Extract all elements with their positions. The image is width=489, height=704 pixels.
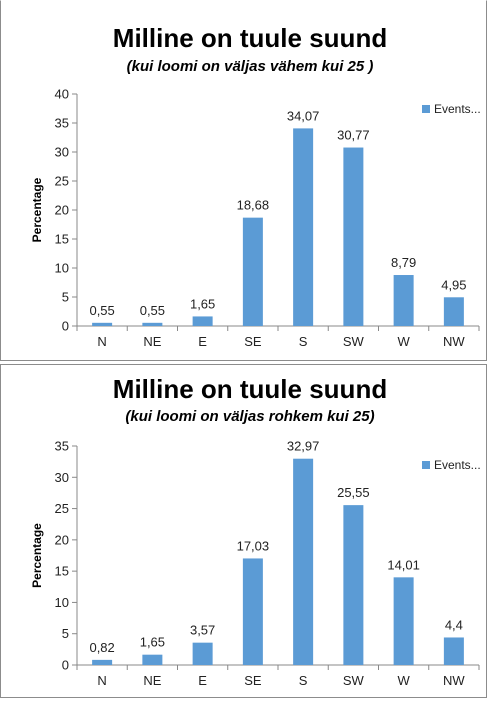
data-label: 8,79 <box>391 255 416 270</box>
y-tick-label: 15 <box>55 564 69 579</box>
x-tick-label: SE <box>244 334 262 349</box>
chart-panel-bottom: Milline on tuule suund (kui loomi on välj… <box>0 364 487 698</box>
y-tick-label: 5 <box>62 626 69 641</box>
data-label: 0,55 <box>140 303 165 318</box>
y-tick-label: 35 <box>55 116 69 131</box>
legend-label: Events... <box>434 458 481 472</box>
x-tick-label: S <box>299 673 308 688</box>
chart-subtitle: (kui loomi on väljas rohkem kui 25) <box>125 408 374 425</box>
y-tick-label: 30 <box>55 145 69 160</box>
chart-title: Milline on tuule suund <box>113 23 387 53</box>
y-tick-label: 25 <box>55 174 69 189</box>
bar-s <box>293 128 314 326</box>
y-tick-label: 20 <box>55 203 69 218</box>
wind-direction-chart-less-than-25: Milline on tuule suund (kui loomi on välj… <box>30 23 481 349</box>
x-tick-label: N <box>97 334 106 349</box>
x-tick-label: NE <box>143 673 161 688</box>
x-tick-label: SW <box>343 334 365 349</box>
data-label: 18,68 <box>237 198 270 213</box>
bar-nw <box>443 297 464 326</box>
data-label: 25,55 <box>337 485 370 500</box>
bar-sw <box>343 147 364 326</box>
x-tick-label: NE <box>143 334 161 349</box>
legend-swatch <box>422 105 430 113</box>
y-tick-label: 0 <box>62 658 69 673</box>
legend-swatch <box>422 461 430 469</box>
y-axis-title: Percentage <box>30 523 44 588</box>
data-label: 4,4 <box>445 617 463 632</box>
x-tick-label: NW <box>443 334 465 349</box>
y-tick-label: 35 <box>55 439 69 454</box>
y-tick-label: 30 <box>55 470 69 485</box>
bar-ne <box>142 322 163 326</box>
x-tick-label: SW <box>343 673 365 688</box>
y-tick-label: 40 <box>55 87 69 102</box>
x-tick-label: S <box>299 334 308 349</box>
data-label: 3,57 <box>190 623 215 638</box>
x-tick-label: W <box>397 334 410 349</box>
data-label: 34,07 <box>287 108 320 123</box>
data-label: 1,65 <box>190 296 215 311</box>
y-axis-title: Percentage <box>30 177 44 242</box>
data-label: 30,77 <box>337 128 370 143</box>
bar-w <box>393 577 414 665</box>
bar-sw <box>343 505 364 665</box>
data-label: 17,03 <box>237 538 270 553</box>
data-label: 0,55 <box>89 303 114 318</box>
x-tick-label: N <box>97 673 106 688</box>
x-tick-label: SE <box>244 673 262 688</box>
y-tick-label: 25 <box>55 501 69 516</box>
bar-s <box>293 458 314 665</box>
y-tick-label: 5 <box>62 290 69 305</box>
bar-n <box>92 659 113 665</box>
data-label: 1,65 <box>140 635 165 650</box>
chart-panel-top: Milline on tuule suund (kui loomi on välj… <box>0 0 487 361</box>
bar-se <box>242 558 263 665</box>
x-tick-label: W <box>397 673 410 688</box>
bar-ne <box>142 654 163 665</box>
data-label: 14,01 <box>387 557 420 572</box>
x-tick-label: E <box>198 673 207 688</box>
x-tick-label: NW <box>443 673 465 688</box>
legend-label: Events... <box>434 102 481 116</box>
chart-subtitle: (kui loomi on väljas vähem kui 25 ) <box>127 58 374 75</box>
chart-title: Milline on tuule suund <box>113 374 387 404</box>
data-label: 4,95 <box>441 277 466 292</box>
x-tick-label: E <box>198 334 207 349</box>
y-tick-label: 10 <box>55 261 69 276</box>
bar-se <box>242 217 263 326</box>
bar-e <box>192 642 213 665</box>
bar-w <box>393 275 414 326</box>
data-label: 32,97 <box>287 439 320 454</box>
bar-nw <box>443 637 464 665</box>
bar-e <box>192 316 213 326</box>
wind-direction-chart-more-than-25: Milline on tuule suund (kui loomi on välj… <box>30 374 481 688</box>
y-tick-label: 20 <box>55 532 69 547</box>
y-tick-label: 15 <box>55 232 69 247</box>
bar-n <box>92 322 113 326</box>
data-label: 0,82 <box>89 640 114 655</box>
y-tick-label: 10 <box>55 595 69 610</box>
y-tick-label: 0 <box>62 319 69 334</box>
